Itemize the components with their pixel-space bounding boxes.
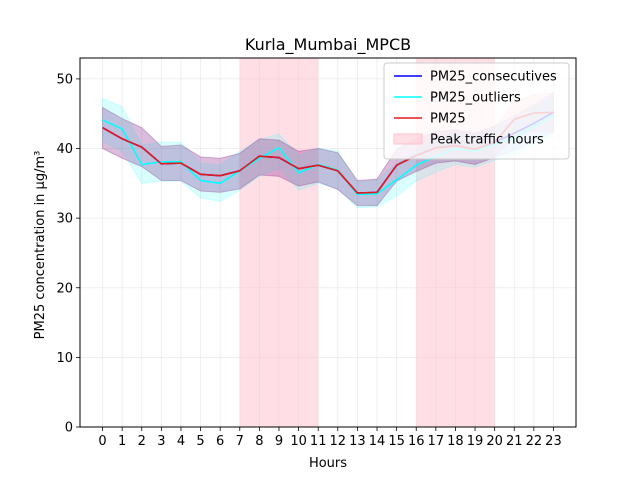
- legend-box: [383, 62, 570, 160]
- legend-patch-swatch: [393, 133, 423, 145]
- legend-label: PM25: [430, 112, 466, 127]
- y-axis-title: PM25 concentration in µg/m³: [33, 151, 48, 340]
- plot-area: 0 1 2 3 4 5 6 7 8 9 10 11 12 13 14 15 16 17 18 19 20 21 22 2301…: [56, 57, 577, 449]
- axes-frame: [79, 57, 577, 428]
- x-tick-label: 10: [290, 434, 307, 449]
- peak-traffic-span: [239, 58, 319, 427]
- x-tick-label: 22: [526, 434, 543, 449]
- y-tick-label: 20: [56, 281, 73, 296]
- x-tick-label: 12: [330, 434, 347, 449]
- x-tick-label: 19: [467, 434, 484, 449]
- legend-label: PM25_outliers: [430, 91, 521, 106]
- y-tick-label: 10: [56, 351, 73, 366]
- legend: PM25_consecutives PM25_outliers PM25 Peak t…: [383, 62, 570, 160]
- legend-label: Peak traffic hours: [430, 133, 544, 148]
- x-tick-label: 15: [388, 434, 405, 449]
- x-tick-label: 20: [486, 434, 503, 449]
- x-tick-label: 0: [98, 434, 106, 449]
- x-tick-label: 6: [216, 434, 224, 449]
- x-tick-label: 23: [545, 434, 562, 449]
- y-tick-label: 40: [56, 142, 73, 157]
- x-tick-label: 16: [408, 434, 425, 449]
- x-tick-label: 18: [447, 434, 464, 449]
- x-tick-label: 13: [349, 434, 366, 449]
- x-tick-label: 21: [506, 434, 523, 449]
- x-tick-label: 5: [196, 434, 204, 449]
- x-tick-label: 17: [428, 434, 445, 449]
- x-tick-label: 4: [177, 434, 185, 449]
- x-tick-label: 14: [369, 434, 386, 449]
- y-tick-label: 0: [65, 421, 73, 436]
- y-tick-label: 50: [56, 72, 73, 87]
- x-tick-label: 8: [255, 434, 263, 449]
- chart-title: Kurla_Mumbai_MPCB: [245, 35, 411, 55]
- x-tick-label: 1: [118, 434, 126, 449]
- y-tick-label: 30: [56, 212, 73, 227]
- x-tick-label: 9: [275, 434, 283, 449]
- x-tick-label: 11: [310, 434, 327, 449]
- x-axis-title: Hours: [309, 456, 347, 471]
- x-tick-label: 7: [236, 434, 244, 449]
- x-tick-label: 3: [157, 434, 165, 449]
- legend-label: PM25_consecutives: [430, 70, 557, 85]
- x-tick-label: 2: [138, 434, 146, 449]
